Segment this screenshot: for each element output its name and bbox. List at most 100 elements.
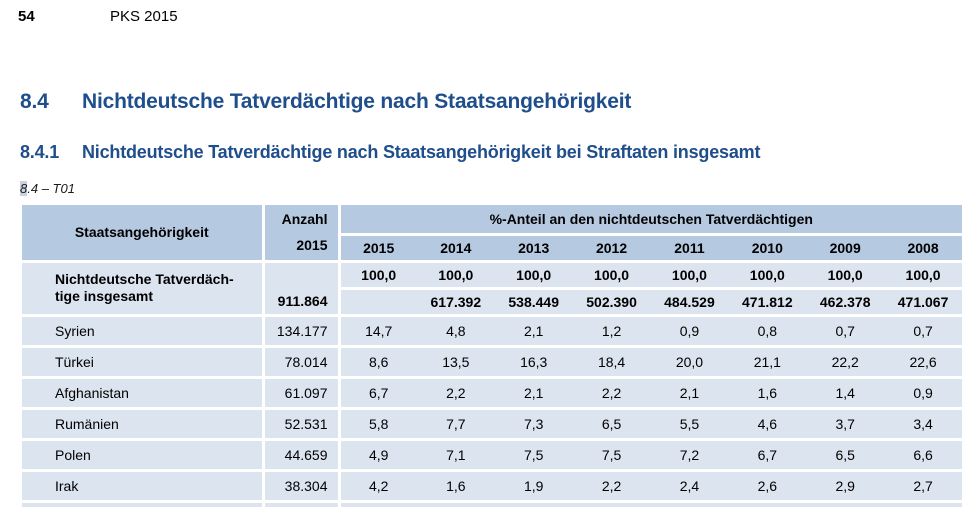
anzahl-value-cell: 44.659 — [263, 437, 341, 470]
next-row-partial-cell — [494, 499, 573, 507]
anzahl-value-cell: 52.531 — [263, 406, 341, 439]
total-percent-cell: 100,0 — [884, 259, 962, 288]
country-row: Türkei 78.014 8,6 13,5 16,3 18,4 20,0 21,1 22,2 2… — [22, 344, 962, 377]
country-rows-group: Syrien 134.177 14,7 4,8 2,1 1,2 0,9 0,8 0,7 0,7 Tü… — [22, 313, 962, 501]
percent-value-cell: 20,0 — [650, 344, 729, 377]
table-reference-label: 8.4 – T01 — [20, 181, 75, 196]
next-row-partial-cell — [728, 499, 807, 507]
percent-value-cell: 2,2 — [416, 375, 495, 408]
section-heading: 8.4 Nichtdeutsche Tatverdächtige nach Sta… — [20, 90, 631, 114]
percent-value-cell: 16,3 — [494, 344, 573, 377]
anzahl-value-cell: 38.304 — [263, 468, 341, 501]
total-percent-cell: 100,0 — [728, 259, 807, 288]
year-column-header: 2013 — [494, 232, 573, 261]
next-row-partial-cell — [416, 499, 495, 507]
percent-value-cell: 1,2 — [572, 313, 651, 346]
next-row-partial-cell — [650, 499, 729, 507]
percent-value-cell: 5,5 — [650, 406, 729, 439]
percent-value-cell: 22,6 — [884, 344, 962, 377]
percent-value-cell: 2,2 — [572, 468, 651, 501]
percent-value-cell: 1,6 — [416, 468, 495, 501]
percent-value-cell: 6,5 — [572, 406, 651, 439]
page-number: 54 — [18, 8, 35, 25]
percent-value-cell: 18,4 — [572, 344, 651, 377]
column-header-percent-group: %-Anteil an den nichtdeutschen Tatverdäc… — [339, 205, 962, 234]
percent-value-cell: 0,9 — [650, 313, 729, 346]
percent-value-cell: 6,5 — [806, 437, 885, 470]
percent-value-cell: 8,6 — [339, 344, 417, 377]
percent-value-cell: 0,8 — [728, 313, 807, 346]
year-column-header: 2008 — [884, 232, 962, 261]
percent-value-cell: 22,2 — [806, 344, 885, 377]
percent-value-cell: 6,6 — [884, 437, 962, 470]
total-count-cell — [339, 286, 417, 315]
table-label-rest: .4 – T01 — [27, 181, 75, 196]
total-percent-cell: 100,0 — [650, 259, 729, 288]
percent-value-cell: 21,1 — [728, 344, 807, 377]
percent-value-cell: 3,7 — [806, 406, 885, 439]
total-count-cell: 538.449 — [494, 286, 573, 315]
percent-value-cell: 0,9 — [884, 375, 962, 408]
partial-row-group — [22, 499, 962, 507]
next-row-partial-cell — [806, 499, 885, 507]
total-percent-cell: 100,0 — [494, 259, 573, 288]
section-title: Nichtdeutsche Tatverdächtige nach Staats… — [82, 90, 632, 113]
section-number: 8.4 — [20, 90, 49, 113]
total-count-cell: 471.812 — [728, 286, 807, 315]
percent-value-cell: 4,2 — [339, 468, 417, 501]
total-percent-cell: 100,0 — [339, 259, 417, 288]
total-percent-cell: 100,0 — [806, 259, 885, 288]
total-row-count-line: 617.392 538.449 502.390 484.529 471.812 … — [22, 286, 962, 315]
percent-value-cell: 7,5 — [572, 437, 651, 470]
total-count-cell: 617.392 — [416, 286, 495, 315]
total-count-cell: 484.529 — [650, 286, 729, 315]
percent-value-cell: 2,9 — [806, 468, 885, 501]
percent-value-cell: 1,9 — [494, 468, 573, 501]
next-row-partial-cell — [339, 499, 417, 507]
percent-value-cell: 4,6 — [728, 406, 807, 439]
column-header-staatsangehoerigkeit: Staatsangehörigkeit — [22, 205, 265, 261]
country-name-cell: Polen — [22, 437, 265, 470]
year-column-header: 2011 — [650, 232, 729, 261]
percent-value-cell: 3,4 — [884, 406, 962, 439]
country-row: Polen 44.659 4,9 7,1 7,5 7,5 7,2 6,7 6,5 6,6 — [22, 437, 962, 470]
percent-value-cell: 4,9 — [339, 437, 417, 470]
running-header: 54 PKS 2015 — [18, 8, 178, 25]
total-row-percent-line: Nichtdeutsche Tatverdäch- tige insgesamt… — [22, 259, 962, 315]
year-column-header: 2010 — [728, 232, 807, 261]
subsection-title: Nichtdeutsche Tatverdächtige nach Staats… — [82, 142, 761, 162]
percent-value-cell: 2,6 — [728, 468, 807, 501]
subsection-number: 8.4.1 — [20, 142, 60, 162]
total-percent-cell: 100,0 — [572, 259, 651, 288]
country-row: Afghanistan 61.097 6,7 2,2 2,1 2,2 2,1 1,6 1,4 0,… — [22, 375, 962, 408]
total-count-cell: 502.390 — [572, 286, 651, 315]
next-row-partial — [22, 499, 962, 507]
subsection-heading: 8.4.1 Nichtdeutsche Tatverdächtige nach S… — [20, 142, 760, 163]
percent-value-cell: 13,5 — [416, 344, 495, 377]
next-row-partial-cell — [263, 499, 341, 507]
document-title: PKS 2015 — [110, 8, 178, 25]
country-row: Syrien 134.177 14,7 4,8 2,1 1,2 0,9 0,8 0,7 0,7 — [22, 313, 962, 346]
table-header: Staatsangehörigkeit Anzahl 2015 %-Anteil… — [22, 205, 962, 261]
total-label-cell: Nichtdeutsche Tatverdäch- tige insgesamt — [22, 259, 265, 315]
header-row-years: 2015 2014 2013 2012 2011 2010 2009 2008 — [22, 232, 962, 261]
total-percent-cell: 100,0 — [416, 259, 495, 288]
total-row-group: Nichtdeutsche Tatverdäch- tige insgesamt… — [22, 259, 962, 315]
percent-value-cell: 2,1 — [494, 375, 573, 408]
percent-value-cell: 2,7 — [884, 468, 962, 501]
anzahl-value-cell: 134.177 — [263, 313, 341, 346]
percent-value-cell: 2,2 — [572, 375, 651, 408]
percent-value-cell: 1,4 — [806, 375, 885, 408]
total-anzahl-cell: 911.864 — [263, 259, 341, 315]
percent-value-cell: 7,5 — [494, 437, 573, 470]
year-column-header: 2015 — [339, 232, 417, 261]
next-row-partial-cell — [572, 499, 651, 507]
percent-value-cell: 2,1 — [650, 375, 729, 408]
percent-value-cell: 7,3 — [494, 406, 573, 439]
statistics-table: Staatsangehörigkeit Anzahl 2015 %-Anteil… — [22, 205, 962, 507]
country-row: Irak 38.304 4,2 1,6 1,9 2,2 2,4 2,6 2,9 2,7 — [22, 468, 962, 501]
total-count-cell: 462.378 — [806, 286, 885, 315]
percent-value-cell: 4,8 — [416, 313, 495, 346]
next-row-partial-cell — [884, 499, 962, 507]
anzahl-value-cell: 78.014 — [263, 344, 341, 377]
